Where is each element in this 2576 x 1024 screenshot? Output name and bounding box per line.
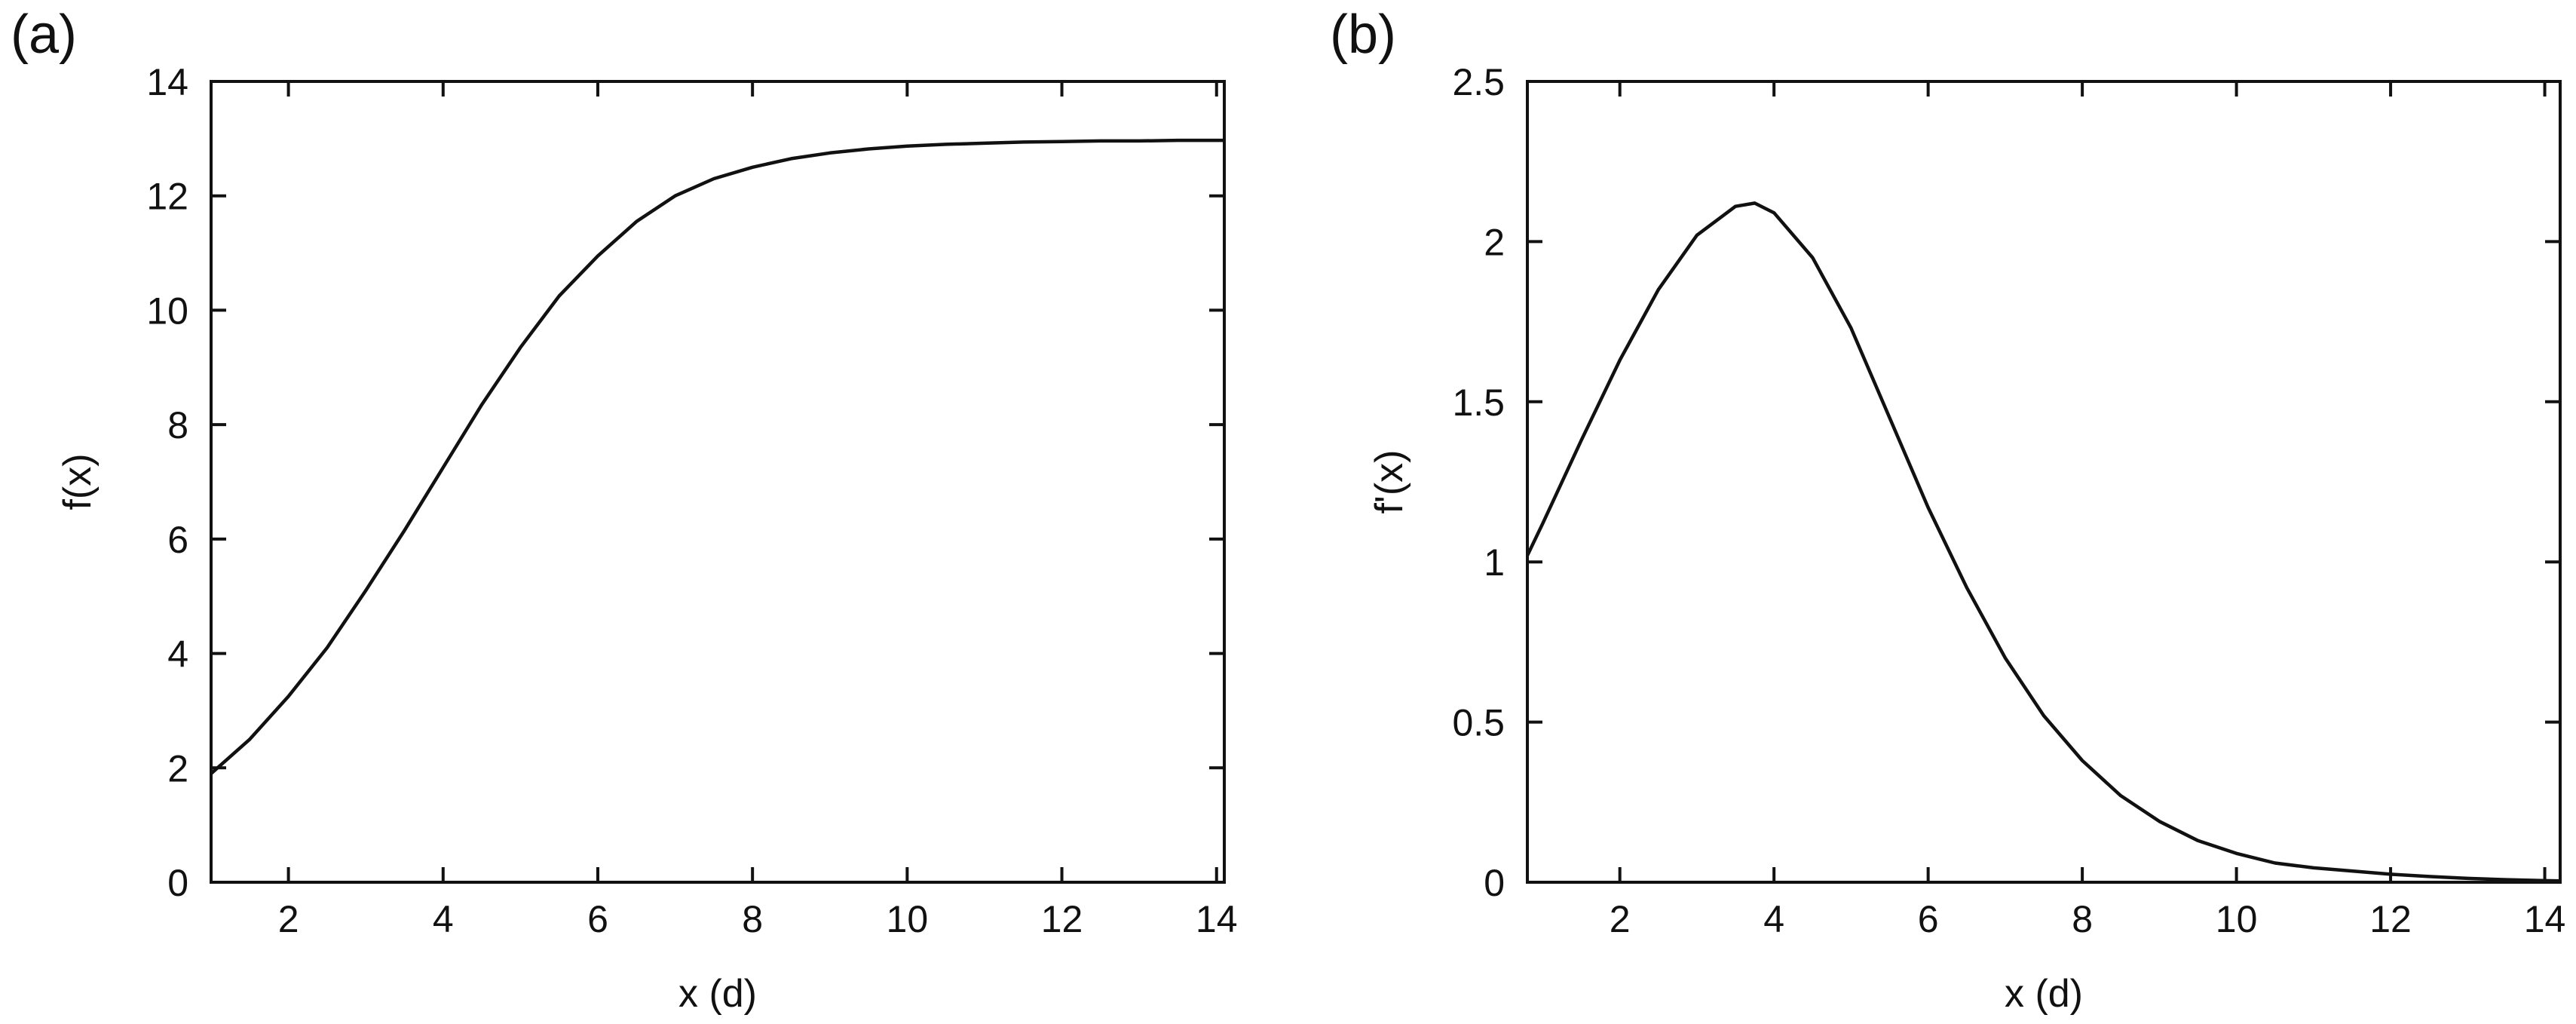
panel-b-ticks: [1527, 80, 2560, 884]
x-tick-label: 8: [2072, 898, 2093, 940]
panel-b: (b) 2 4 6 8 10 12 14 0 0.5 1 1.5 2 2.5 x (d) f'(x): [1330, 5, 2565, 1016]
panel-b-plot-frame: [1526, 80, 2562, 884]
x-tick-label: 2: [1610, 898, 1631, 940]
x-tick-label: 10: [887, 898, 929, 940]
x-tick-label: 12: [1041, 898, 1083, 940]
panel-a-x-axis-title: x (d): [678, 972, 757, 1016]
panel-b-y-axis-title: f'(x): [1368, 449, 1411, 514]
y-tick-label: 0: [1484, 862, 1505, 904]
y-tick-label: 8: [167, 404, 188, 446]
y-tick-label: 14: [146, 61, 188, 103]
panel-b-curve: [1525, 201, 2561, 883]
panel-a-curve: [210, 138, 1224, 775]
y-tick-label: 2: [1484, 221, 1505, 263]
y-tick-label: 6: [167, 519, 188, 561]
y-tick-label: 0.5: [1452, 702, 1505, 744]
x-tick-label: 8: [742, 898, 763, 940]
x-tick-label: 14: [1196, 898, 1238, 940]
panel-b-x-axis-title: x (d): [2005, 972, 2083, 1016]
y-tick-label: 2: [167, 747, 188, 789]
x-tick-label: 2: [278, 898, 299, 940]
panel-a-ticks: [211, 80, 1224, 884]
panel-b-label: (b): [1330, 5, 1396, 65]
panel-a-tick-labels: 2 4 6 8 10 12 14 0 2 4 6 8 10 12 14: [146, 61, 1237, 940]
panel-a-y-axis-title: f(x): [56, 453, 100, 510]
y-tick-label: 0: [167, 862, 188, 904]
y-tick-label: 1.5: [1452, 382, 1505, 424]
panel-b-tick-labels: 2 4 6 8 10 12 14 0 0.5 1 1.5 2 2.5: [1452, 61, 2565, 940]
panel-a-plot-frame: [210, 80, 1226, 884]
panel-a: (a) 2 4 6 8 10 12 14 0 2 4 6 8 10 12 14 x (d) f(x): [11, 5, 1238, 1016]
panel-a-label: (a): [11, 5, 77, 65]
x-tick-label: 12: [2369, 898, 2412, 940]
y-tick-label: 1: [1484, 541, 1505, 584]
x-tick-label: 14: [2524, 898, 2566, 940]
x-tick-label: 6: [1918, 898, 1939, 940]
y-tick-label: 2.5: [1452, 61, 1505, 103]
x-tick-label: 6: [587, 898, 608, 940]
y-tick-label: 12: [146, 176, 188, 218]
x-tick-label: 4: [1763, 898, 1784, 940]
y-tick-label: 4: [167, 633, 188, 676]
x-tick-label: 4: [433, 898, 454, 940]
y-tick-label: 10: [146, 290, 188, 332]
x-tick-label: 10: [2216, 898, 2258, 940]
